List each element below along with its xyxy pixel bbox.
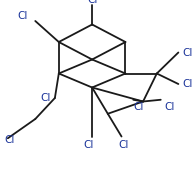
Text: Cl: Cl	[41, 93, 51, 103]
Text: Cl: Cl	[17, 11, 27, 21]
Text: Cl: Cl	[4, 135, 14, 145]
Text: Cl: Cl	[133, 102, 144, 111]
Text: Cl: Cl	[182, 47, 193, 58]
Text: Cl: Cl	[87, 0, 97, 5]
Text: Cl: Cl	[182, 79, 193, 89]
Text: Cl: Cl	[165, 102, 175, 111]
Text: Cl: Cl	[83, 140, 93, 150]
Text: Cl: Cl	[118, 140, 129, 150]
